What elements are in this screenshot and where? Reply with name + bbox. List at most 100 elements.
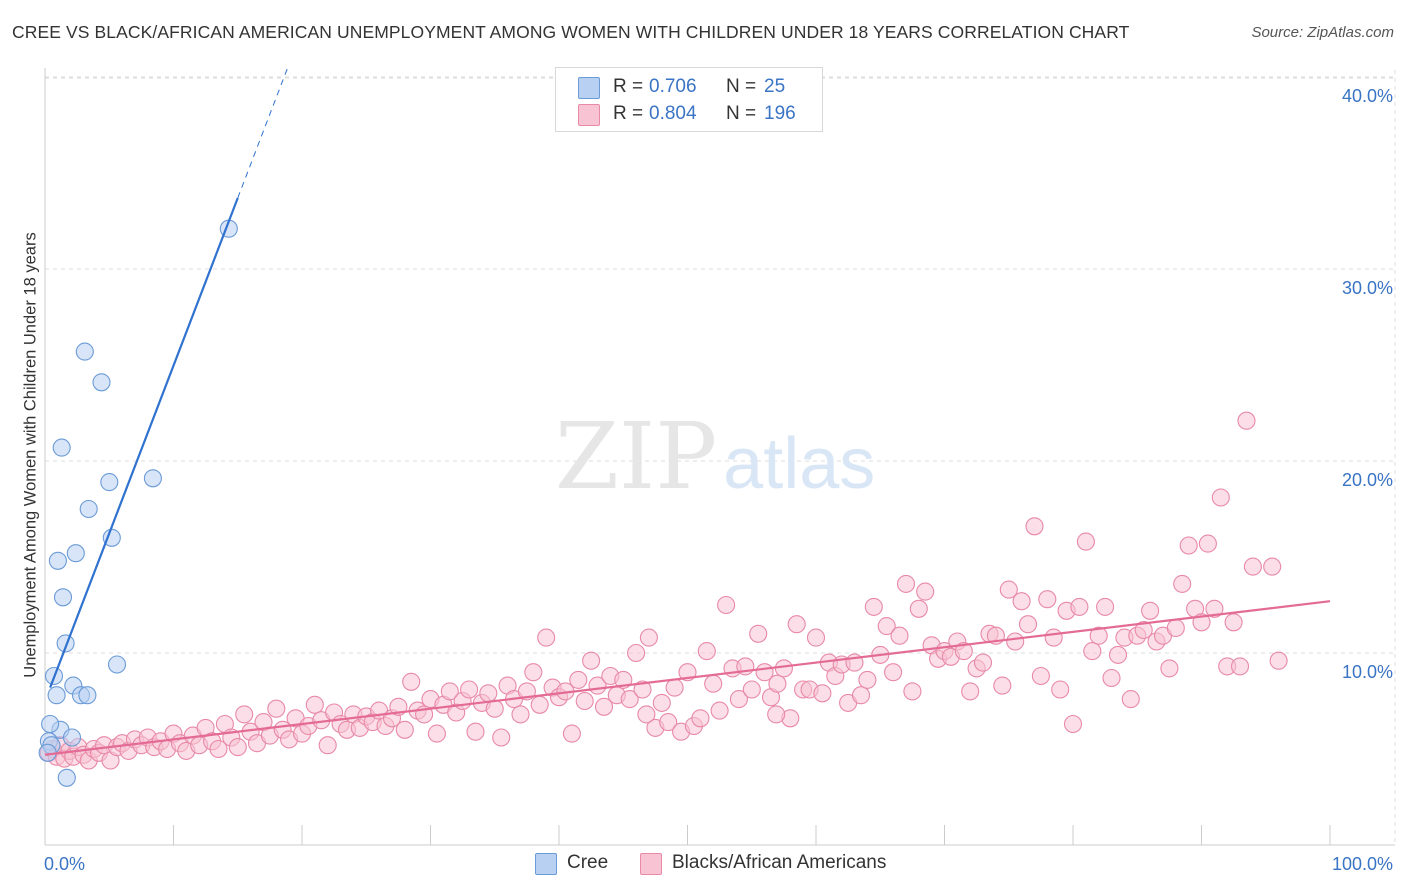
black-point bbox=[1083, 642, 1102, 661]
black-point bbox=[395, 720, 414, 739]
n-label: N = bbox=[726, 103, 757, 124]
cree-point bbox=[52, 438, 71, 457]
cree-point bbox=[41, 714, 60, 734]
black-point bbox=[909, 599, 928, 618]
cree-point bbox=[75, 342, 94, 361]
black-point bbox=[973, 653, 993, 672]
black-point bbox=[318, 736, 337, 755]
x-tick-label: 0.0% bbox=[44, 854, 85, 874]
black-point bbox=[1134, 620, 1153, 640]
cree-point bbox=[66, 544, 85, 563]
cree-point bbox=[100, 473, 119, 492]
cree-point bbox=[57, 768, 76, 787]
tick-labels: 10.0% 20.0% 30.0% 40.0% 0.0% 100.0% bbox=[44, 86, 1393, 874]
watermark-zip: ZIP bbox=[555, 403, 717, 510]
black-point bbox=[1121, 690, 1140, 709]
black-point bbox=[479, 684, 498, 703]
black-point bbox=[530, 695, 549, 714]
black-point bbox=[524, 663, 543, 682]
black-point bbox=[697, 642, 716, 661]
cree-point bbox=[53, 588, 73, 607]
black-swatch bbox=[578, 104, 600, 126]
black-point bbox=[620, 690, 639, 709]
black-point bbox=[1173, 574, 1192, 593]
black-point bbox=[884, 663, 903, 682]
black-point bbox=[1089, 626, 1108, 645]
black-point bbox=[710, 701, 729, 720]
black-trend-line bbox=[44, 600, 1331, 756]
black-point bbox=[637, 705, 656, 724]
black-point bbox=[305, 695, 324, 714]
black-point bbox=[582, 651, 601, 670]
black-point bbox=[787, 615, 806, 634]
black-point bbox=[806, 628, 826, 647]
black-point bbox=[460, 680, 479, 699]
black-point bbox=[575, 691, 594, 711]
black-point bbox=[1070, 597, 1089, 616]
black-point bbox=[1205, 599, 1224, 618]
axes bbox=[44, 68, 1395, 846]
black-point bbox=[691, 709, 710, 728]
black-point bbox=[851, 686, 871, 705]
black-point bbox=[896, 574, 916, 593]
black-point bbox=[511, 705, 530, 724]
cree-legend-label: Cree bbox=[567, 852, 609, 873]
black-point bbox=[1038, 590, 1057, 609]
black-point bbox=[427, 724, 446, 743]
black-point bbox=[1224, 613, 1243, 632]
cree-point bbox=[79, 499, 98, 519]
watermark: ZIPatlas bbox=[555, 403, 875, 510]
black-point bbox=[1211, 488, 1230, 507]
black-point bbox=[1063, 714, 1083, 734]
series-black-points bbox=[39, 411, 1288, 770]
black-point bbox=[633, 680, 652, 699]
black-point bbox=[492, 728, 511, 747]
x-tick-label: 100.0% bbox=[1332, 854, 1393, 874]
series-cree-points bbox=[38, 219, 238, 787]
cree-point bbox=[47, 686, 66, 705]
cree-swatch bbox=[578, 77, 600, 99]
black-point bbox=[1166, 618, 1185, 638]
cree-point bbox=[143, 469, 162, 488]
y-tick-label: 30.0% bbox=[1342, 278, 1393, 298]
black-point bbox=[864, 597, 883, 616]
black-point bbox=[235, 705, 254, 724]
black-point bbox=[999, 580, 1018, 599]
black-n-value: 196 bbox=[764, 103, 796, 124]
black-point bbox=[961, 682, 980, 701]
cree-trend-line bbox=[49, 197, 239, 688]
black-point bbox=[652, 693, 671, 712]
black-point bbox=[569, 670, 588, 689]
black-legend-label: Blacks/African Americans bbox=[672, 852, 887, 873]
black-point bbox=[639, 628, 658, 647]
black-point bbox=[1179, 536, 1198, 555]
black-point bbox=[954, 642, 973, 661]
cree-r-value: 0.706 bbox=[649, 76, 697, 97]
cree-legend-swatch bbox=[535, 853, 557, 875]
black-point bbox=[890, 626, 909, 645]
black-point bbox=[858, 670, 877, 689]
black-point bbox=[1263, 557, 1282, 576]
black-point bbox=[1044, 628, 1063, 647]
black-point bbox=[916, 582, 935, 601]
n-label: N = bbox=[726, 76, 757, 97]
black-point bbox=[813, 684, 832, 703]
cree-point bbox=[107, 655, 127, 674]
black-point bbox=[729, 690, 748, 709]
r-label: R = bbox=[613, 76, 644, 97]
r-label: R = bbox=[613, 103, 644, 124]
black-point bbox=[1198, 534, 1217, 553]
black-point bbox=[665, 678, 684, 697]
y-tick-label: 40.0% bbox=[1342, 86, 1393, 106]
black-point bbox=[1141, 601, 1160, 620]
y-tick-label: 20.0% bbox=[1342, 470, 1393, 490]
black-point bbox=[1237, 411, 1256, 430]
black-point bbox=[1230, 657, 1250, 676]
black-point bbox=[767, 705, 786, 724]
black-point bbox=[562, 724, 581, 743]
black-legend-swatch bbox=[640, 853, 662, 875]
black-point bbox=[209, 739, 228, 759]
chart-title: CREE VS BLACK/AFRICAN AMERICAN UNEMPLOYM… bbox=[12, 22, 1130, 42]
black-point bbox=[717, 595, 736, 615]
